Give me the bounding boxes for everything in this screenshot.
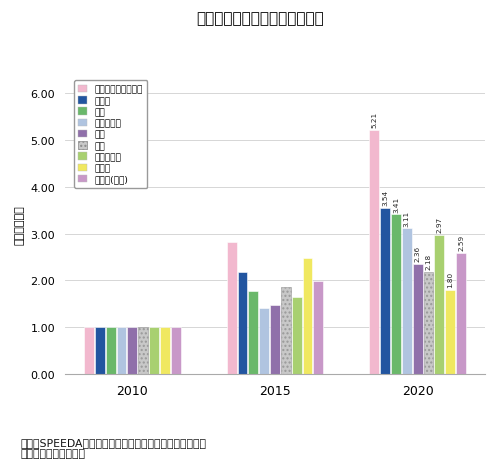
Bar (106, 328, 116, 375)
Bar (128, 328, 137, 375)
Bar (413, 264, 422, 375)
Bar (402, 229, 411, 375)
Bar (238, 272, 248, 375)
Bar (260, 308, 269, 375)
Bar (292, 297, 302, 375)
Bar (270, 306, 280, 375)
Text: 2.97: 2.97 (436, 217, 442, 233)
Bar (84, 328, 94, 375)
Bar (314, 282, 323, 375)
Bar (149, 328, 159, 375)
Text: 3.41: 3.41 (393, 196, 399, 212)
Bar (446, 290, 455, 375)
Text: 5.21: 5.21 (372, 112, 378, 128)
Bar (227, 242, 236, 375)
Bar (160, 328, 170, 375)
Bar (380, 209, 390, 375)
Bar (424, 272, 434, 375)
Bar (456, 253, 466, 375)
Text: 出所：SPEEDA（株式会社ユーザベース）をもとに医薬産
業政策研究所にて作成: 出所：SPEEDA（株式会社ユーザベース）をもとに医薬産 業政策研究所にて作成 (20, 437, 206, 458)
Bar (171, 328, 180, 375)
Text: 3.54: 3.54 (382, 190, 388, 206)
Text: 2.59: 2.59 (458, 234, 464, 250)
Text: 1.80: 1.80 (447, 271, 453, 288)
Bar (281, 287, 290, 375)
Bar (302, 258, 312, 375)
Text: 2.36: 2.36 (414, 245, 420, 261)
Text: 3.11: 3.11 (404, 210, 410, 226)
Bar (370, 131, 379, 375)
Y-axis label: 時価総額指数: 時価総額指数 (15, 205, 25, 244)
Bar (434, 236, 444, 375)
Bar (248, 291, 258, 375)
Text: 図３　時価総額指数の産業比較: 図３ 時価総額指数の産業比較 (196, 12, 324, 26)
Bar (95, 328, 104, 375)
Bar (138, 328, 148, 375)
Legend: 情報通信・サービス, 医薬品, 化学, 電機・精密, 機械, 東証, 輸送用機器, 食料品, 医薬品(米国): 情報通信・サービス, 医薬品, 化学, 電機・精密, 機械, 東証, 輸送用機器… (74, 81, 148, 189)
Bar (116, 328, 126, 375)
Text: 2.18: 2.18 (426, 254, 432, 269)
Bar (391, 215, 401, 375)
